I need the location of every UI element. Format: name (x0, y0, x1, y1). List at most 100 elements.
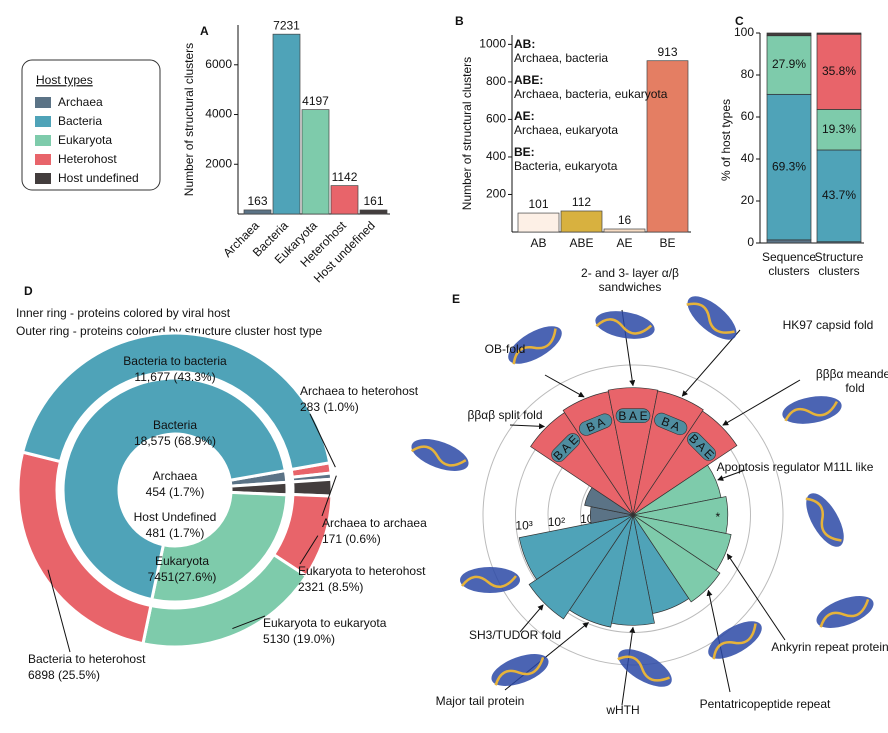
bar-segment (816, 32, 862, 35)
inner-label: Archaea (153, 469, 198, 483)
arrow (717, 469, 746, 481)
bar (560, 210, 603, 233)
donut-slice (20, 331, 332, 472)
fold-label: SH3/TUDOR fold (468, 628, 562, 642)
bar (243, 209, 272, 215)
note-key: AE: (514, 109, 535, 123)
bar-segment (816, 149, 862, 243)
badge-text: B A (659, 414, 682, 434)
y-axis-label: Number of structural clusters (182, 43, 196, 196)
subtitle: Inner ring - proteins colored by viral h… (16, 306, 231, 320)
note-key: BE: (514, 145, 535, 159)
fold-label: Major tail protein (435, 694, 525, 708)
protein-structure (617, 655, 670, 682)
y-tick-label: 200 (486, 187, 506, 201)
badge (654, 412, 688, 436)
badge (687, 432, 716, 461)
value-label: 913 (657, 45, 677, 59)
fold-label: HK97 capsid fold (782, 318, 874, 332)
outer-value: 11,677 (43.3%) (134, 370, 215, 384)
x-tick-label: Structure clusters (814, 250, 864, 278)
bar-segment (766, 35, 812, 95)
x-tick-label: BE (659, 236, 675, 250)
inner-value: 7451(27.6%) (148, 570, 217, 584)
legend-swatch (35, 154, 51, 165)
outer-label: Archaea to archaea (322, 516, 427, 530)
outer-value: 2321 (8.5%) (298, 580, 363, 594)
y-tick-label: 40 (741, 151, 755, 165)
x-tick-label: Sequence clusters (761, 250, 817, 278)
badge (551, 433, 581, 463)
note-key: ABE: (514, 73, 543, 87)
badge (615, 408, 651, 424)
value-label: 112 (572, 195, 591, 209)
fold-label: Apoptosis regulator M11L like (716, 460, 874, 474)
panel-letter: D (24, 284, 33, 298)
r-tick-label: 10² (548, 515, 565, 529)
bar-segment (766, 32, 812, 37)
panel-letter: E (452, 292, 460, 306)
value-label: 161 (363, 194, 383, 208)
legend-label: Bacteria (58, 114, 102, 128)
legend-label: Host undefined (58, 171, 139, 185)
inner-value: 18,575 (68.9%) (134, 434, 216, 448)
outer-value: 171 (0.6%) (322, 532, 381, 546)
value-label: 7231 (273, 18, 300, 32)
panel-letter: B (455, 14, 464, 28)
y-tick-label: 80 (741, 67, 755, 81)
y-tick-label: 1000 (479, 37, 506, 51)
bar-segment (816, 33, 862, 110)
value-label: 16 (618, 213, 632, 227)
legend-box (21, 59, 161, 191)
bar (330, 185, 359, 215)
outer-label: Archaea to heterohost (300, 384, 419, 398)
panel-letter: A (200, 24, 209, 38)
note-text: Archaea, bacteria, eukaryota (514, 87, 668, 101)
y-axis-label: % of host types (719, 99, 733, 181)
arrow (509, 423, 546, 430)
outer-label: Eukaryota to heterohost (298, 564, 426, 578)
outer-value: 5130 (19.0%) (263, 632, 335, 646)
protein-structure (595, 311, 655, 339)
y-tick-label: 6000 (205, 57, 232, 71)
fold-label: OB-fold (484, 342, 526, 356)
arrow (726, 553, 786, 641)
bar (517, 212, 560, 233)
protein-structure (512, 328, 557, 365)
value-label: 35.8% (822, 64, 856, 78)
legend-label: Heterohost (58, 152, 117, 166)
protein-structure (805, 497, 842, 542)
badge-text: B A (584, 415, 607, 435)
outer-value: 283 (1.0%) (300, 400, 359, 414)
fold-label: wHTH (606, 703, 640, 717)
inner-label: Host Undefined (134, 510, 217, 524)
protein-structure (712, 623, 757, 660)
bar (301, 109, 330, 215)
bar (272, 33, 301, 215)
donut-slice (61, 376, 288, 602)
outer-label: Eukaryota to eukaryota (263, 616, 387, 630)
leader-line (232, 615, 266, 630)
donut-slice (149, 490, 289, 604)
protein-structure (461, 575, 517, 589)
x-tick-label: AE (616, 236, 632, 250)
bar-segment (766, 239, 812, 244)
badge (579, 413, 613, 436)
legend-swatch (35, 97, 51, 108)
y-tick-label: 20 (741, 193, 755, 207)
protein-structure (491, 654, 549, 686)
protein-structure (687, 296, 737, 340)
note-text: Archaea, bacteria (514, 51, 608, 65)
polar-bar (584, 487, 634, 516)
protein-structure (806, 493, 844, 547)
protein-structure (508, 326, 562, 364)
value-label: 101 (528, 197, 548, 211)
protein-structure (618, 649, 672, 687)
inner-value: 454 (1.7%) (146, 485, 205, 499)
legend-label: Archaea (58, 95, 103, 109)
y-axis-label: Number of structural clusters (460, 57, 474, 210)
value-label: 163 (247, 194, 267, 208)
protein-structure (686, 302, 735, 334)
protein-structure (782, 396, 842, 424)
y-tick-label: 0 (747, 235, 754, 249)
